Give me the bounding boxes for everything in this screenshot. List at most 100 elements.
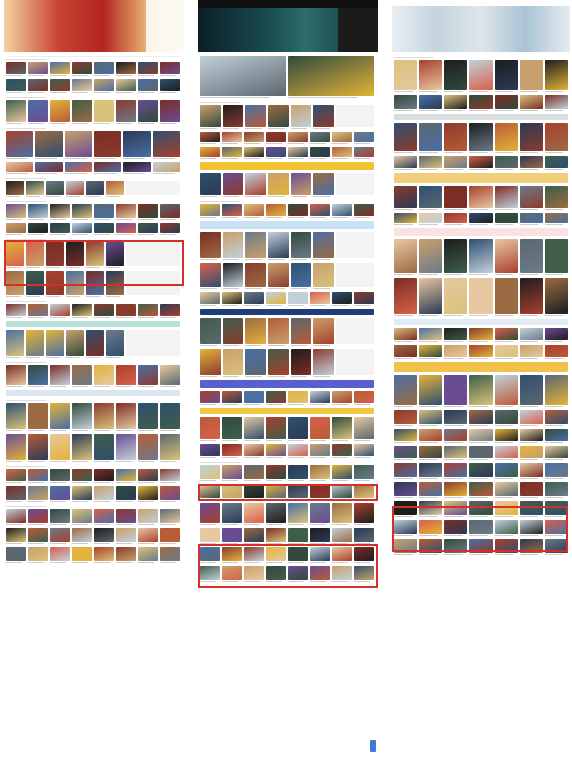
- video-thumbnail[interactable]: [519, 186, 543, 208]
- video-thumbnail[interactable]: [138, 509, 158, 523]
- video-thumbnail[interactable]: [72, 403, 92, 429]
- video-thumbnail[interactable]: [266, 204, 286, 216]
- video-thumbnail[interactable]: [72, 509, 92, 523]
- video-thumbnail[interactable]: [544, 375, 568, 405]
- video-thumbnail[interactable]: [200, 173, 221, 195]
- video-thumbnail[interactable]: [46, 181, 64, 195]
- video-thumbnail[interactable]: [86, 330, 104, 356]
- video-thumbnail[interactable]: [444, 463, 468, 477]
- video-thumbnail[interactable]: [86, 242, 104, 266]
- video-thumbnail[interactable]: [222, 417, 242, 439]
- video-thumbnail[interactable]: [50, 486, 70, 500]
- video-thumbnail[interactable]: [519, 539, 543, 553]
- video-thumbnail[interactable]: [494, 328, 518, 340]
- video-thumbnail[interactable]: [138, 469, 158, 481]
- video-thumbnail[interactable]: [519, 123, 543, 151]
- video-thumbnail[interactable]: [222, 204, 242, 216]
- video-thumbnail[interactable]: [46, 330, 64, 356]
- video-thumbnail[interactable]: [288, 547, 308, 561]
- c2-hero-side-panel[interactable]: [338, 8, 378, 52]
- video-thumbnail[interactable]: [64, 131, 92, 157]
- video-thumbnail[interactable]: [469, 278, 493, 314]
- video-thumbnail[interactable]: [519, 156, 543, 168]
- video-thumbnail[interactable]: [313, 232, 334, 258]
- video-thumbnail[interactable]: [200, 263, 221, 287]
- video-thumbnail[interactable]: [46, 271, 64, 295]
- promo-banner[interactable]: [394, 319, 568, 325]
- video-thumbnail[interactable]: [116, 223, 136, 233]
- video-thumbnail[interactable]: [50, 204, 70, 218]
- video-thumbnail[interactable]: [160, 403, 180, 429]
- video-thumbnail[interactable]: [28, 547, 48, 561]
- video-thumbnail[interactable]: [66, 330, 84, 356]
- video-thumbnail[interactable]: [72, 304, 92, 316]
- video-thumbnail[interactable]: [138, 365, 158, 385]
- video-thumbnail[interactable]: [160, 434, 180, 460]
- video-thumbnail[interactable]: [266, 566, 286, 580]
- video-thumbnail[interactable]: [310, 292, 330, 304]
- video-thumbnail[interactable]: [394, 539, 418, 553]
- video-thumbnail[interactable]: [222, 484, 242, 498]
- video-thumbnail[interactable]: [94, 365, 114, 385]
- video-thumbnail[interactable]: [66, 181, 84, 195]
- video-thumbnail[interactable]: [266, 547, 286, 561]
- video-thumbnail[interactable]: [72, 223, 92, 233]
- video-thumbnail[interactable]: [469, 345, 493, 357]
- video-thumbnail[interactable]: [116, 528, 136, 542]
- video-thumbnail[interactable]: [160, 469, 180, 481]
- video-thumbnail[interactable]: [354, 417, 374, 439]
- video-thumbnail[interactable]: [50, 403, 70, 429]
- video-thumbnail[interactable]: [6, 509, 26, 523]
- video-thumbnail[interactable]: [469, 446, 493, 458]
- video-thumbnail[interactable]: [266, 528, 286, 542]
- video-thumbnail[interactable]: [200, 56, 286, 96]
- video-thumbnail[interactable]: [72, 79, 92, 91]
- video-thumbnail[interactable]: [245, 318, 266, 344]
- video-thumbnail[interactable]: [544, 278, 568, 314]
- video-thumbnail[interactable]: [64, 162, 92, 172]
- video-thumbnail[interactable]: [266, 391, 286, 403]
- video-thumbnail[interactable]: [94, 223, 114, 233]
- video-thumbnail[interactable]: [444, 345, 468, 357]
- video-thumbnail[interactable]: [544, 429, 568, 441]
- video-thumbnail[interactable]: [94, 403, 114, 429]
- video-thumbnail[interactable]: [123, 162, 151, 172]
- ranking-list[interactable]: [126, 181, 180, 195]
- video-thumbnail[interactable]: [394, 328, 418, 340]
- video-thumbnail[interactable]: [222, 503, 242, 523]
- video-thumbnail[interactable]: [288, 204, 308, 216]
- video-thumbnail[interactable]: [28, 528, 48, 542]
- video-thumbnail[interactable]: [469, 463, 493, 477]
- video-thumbnail[interactable]: [28, 486, 48, 500]
- video-thumbnail[interactable]: [394, 213, 418, 223]
- video-thumbnail[interactable]: [245, 349, 266, 375]
- video-thumbnail[interactable]: [50, 469, 70, 481]
- video-thumbnail[interactable]: [116, 486, 136, 500]
- video-thumbnail[interactable]: [494, 186, 518, 208]
- video-thumbnail[interactable]: [160, 304, 180, 316]
- video-thumbnail[interactable]: [222, 547, 242, 561]
- video-thumbnail[interactable]: [519, 239, 543, 273]
- video-thumbnail[interactable]: [200, 417, 220, 439]
- video-thumbnail[interactable]: [288, 503, 308, 523]
- arrow-up-icon[interactable]: [370, 740, 376, 752]
- video-thumbnail[interactable]: [116, 469, 136, 481]
- video-thumbnail[interactable]: [72, 434, 92, 460]
- video-thumbnail[interactable]: [519, 429, 543, 441]
- video-thumbnail[interactable]: [544, 156, 568, 168]
- promo-banner[interactable]: [6, 390, 180, 396]
- ranking-list[interactable]: [126, 242, 180, 266]
- video-thumbnail[interactable]: [6, 434, 26, 460]
- video-thumbnail[interactable]: [544, 520, 568, 534]
- promo-banner[interactable]: [200, 408, 374, 414]
- video-thumbnail[interactable]: [469, 156, 493, 168]
- video-thumbnail[interactable]: [28, 79, 48, 91]
- ranking-list[interactable]: [126, 271, 180, 295]
- video-thumbnail[interactable]: [138, 528, 158, 542]
- video-thumbnail[interactable]: [266, 147, 286, 157]
- video-thumbnail[interactable]: [138, 434, 158, 460]
- video-thumbnail[interactable]: [288, 56, 374, 96]
- video-thumbnail[interactable]: [419, 156, 443, 168]
- video-thumbnail[interactable]: [50, 509, 70, 523]
- video-thumbnail[interactable]: [6, 330, 24, 356]
